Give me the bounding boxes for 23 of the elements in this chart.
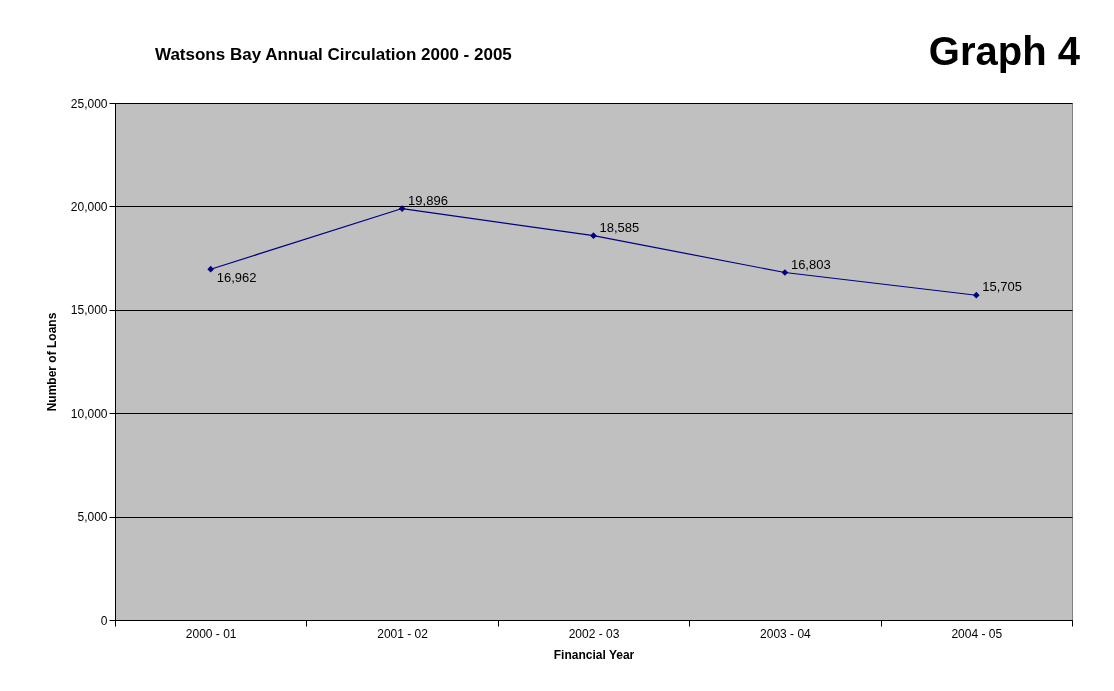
x-tick-label: 2001 - 02 — [377, 626, 429, 641]
y-tick-label: 0 — [100, 613, 108, 628]
x-tick-label: 2000 - 01 — [185, 626, 237, 641]
y-axis-title: Number of Loans — [44, 312, 59, 412]
point — [207, 265, 215, 273]
x-tick-label: 2004 - 05 — [951, 626, 1003, 641]
data-label: 16,962 — [216, 270, 257, 286]
point — [590, 232, 597, 240]
data-label: 16,803 — [790, 256, 831, 272]
chart-title: Watsons Bay Annual Circulation 2000 - 2005 — [155, 45, 512, 64]
x-axis-title: Financial Year — [553, 647, 635, 662]
y-tick-label: 15,000 — [70, 303, 108, 318]
data-label: 15,705 — [982, 279, 1023, 295]
x-tick-label: 2002 - 03 — [568, 626, 620, 641]
y-tick-label: 5,000 — [77, 510, 108, 525]
y-tick-label: 10,000 — [70, 406, 108, 421]
x-tick-label: 2003 - 04 — [760, 626, 812, 641]
y-tick-label: 20,000 — [70, 199, 108, 214]
data-label: 18,585 — [599, 219, 640, 235]
y-tick-label: 25,000 — [70, 96, 108, 111]
data-label: 19,896 — [408, 192, 448, 208]
point — [972, 291, 980, 299]
caption: Graph 4 — [928, 29, 1081, 73]
